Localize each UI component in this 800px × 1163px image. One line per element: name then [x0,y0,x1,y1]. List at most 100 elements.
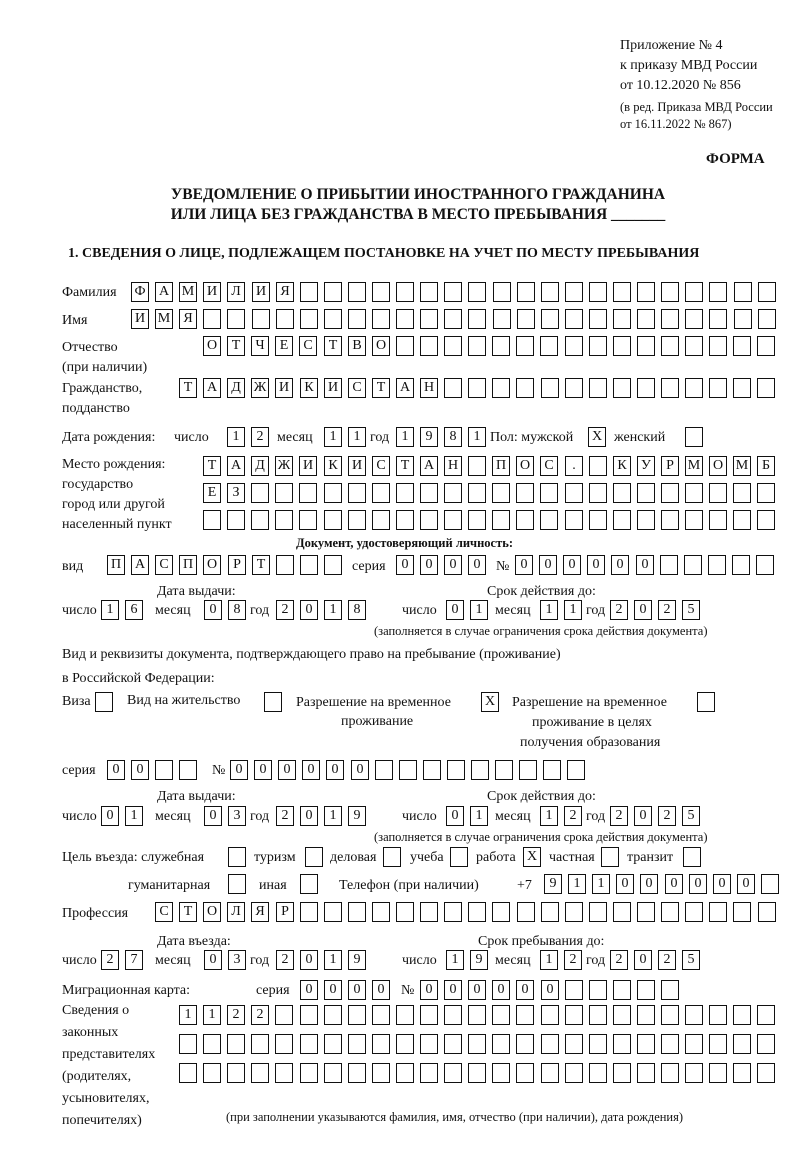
surname-cell[interactable]: Л [227,282,245,302]
profession-cell[interactable] [565,902,583,922]
birth-month-cell[interactable]: 1 [324,427,342,447]
id-issue-year-cell[interactable]: 2 [276,600,294,620]
right-valid-day-cell[interactable]: 1 [470,806,488,826]
id-number-cell[interactable]: 0 [611,555,629,575]
name-cell[interactable] [252,309,270,329]
citizenship-cell[interactable] [492,378,510,398]
id-series-cell[interactable]: 0 [444,555,462,575]
surname-cell[interactable] [348,282,366,302]
profession-cell[interactable]: О [203,902,221,922]
name-cell[interactable] [324,309,342,329]
surname-cell[interactable] [734,282,752,302]
reps-line2-cell[interactable] [709,1034,727,1054]
birthplace-line3-cell[interactable] [275,510,293,530]
reps-line2-cell[interactable] [203,1034,221,1054]
reps-line1-cell[interactable] [541,1005,559,1025]
name-cell[interactable] [517,309,535,329]
patronymic-cell[interactable] [613,336,631,356]
reps-line2-cell[interactable] [565,1034,583,1054]
id-number-cell[interactable] [708,555,726,575]
right-issue-year-cell[interactable]: 9 [348,806,366,826]
reps-line1-cell[interactable] [300,1005,318,1025]
profession-cell[interactable] [492,902,510,922]
name-cell[interactable] [420,309,438,329]
profession-cell[interactable] [589,902,607,922]
profession-cell[interactable] [661,902,679,922]
surname-cell[interactable] [468,282,486,302]
mig-number-cell[interactable] [613,980,631,1000]
reps-line3-cell[interactable] [348,1063,366,1083]
surname-cell[interactable] [420,282,438,302]
reps-line3-cell[interactable] [565,1063,583,1083]
reps-line2-cell[interactable] [589,1034,607,1054]
birthplace-line3-cell[interactable] [299,510,317,530]
birthplace-line3-cell[interactable] [685,510,703,530]
citizenship-cell[interactable]: Н [420,378,438,398]
citizenship-cell[interactable] [516,378,534,398]
id-kind-cell[interactable]: П [179,555,197,575]
reps-line1-cell[interactable] [709,1005,727,1025]
profession-cell[interactable] [613,902,631,922]
birthplace-line3-cell[interactable] [372,510,390,530]
mig-series-cell[interactable]: 0 [348,980,366,1000]
name-cell[interactable] [372,309,390,329]
entry-month-cell[interactable]: 0 [204,950,222,970]
surname-cell[interactable]: И [203,282,221,302]
patronymic-cell[interactable] [637,336,655,356]
surname-cell[interactable] [493,282,511,302]
name-cell[interactable] [734,309,752,329]
name-cell[interactable] [348,309,366,329]
name-cell[interactable]: М [155,309,173,329]
phone-cell[interactable]: 1 [568,874,586,894]
citizenship-cell[interactable]: К [300,378,318,398]
birthplace-line3-cell[interactable] [516,510,534,530]
surname-cell[interactable] [661,282,679,302]
birthplace-line1-cell[interactable]: О [709,456,727,476]
citizenship-cell[interactable] [637,378,655,398]
birthplace-line1-cell[interactable] [468,456,486,476]
profession-cell[interactable] [324,902,342,922]
reps-line2-cell[interactable] [733,1034,751,1054]
entry-year-cell[interactable]: 1 [324,950,342,970]
reps-line2-cell[interactable] [516,1034,534,1054]
purpose-tourism-checkbox[interactable] [305,847,323,867]
reps-line1-cell[interactable] [396,1005,414,1025]
birthplace-line3-cell[interactable] [613,510,631,530]
right-number-cell[interactable]: 0 [254,760,272,780]
reps-line1-cell[interactable] [733,1005,751,1025]
birth-day-cell[interactable]: 1 [227,427,245,447]
birth-day-cell[interactable]: 2 [251,427,269,447]
patronymic-cell[interactable] [516,336,534,356]
id-valid-year-cell[interactable]: 2 [610,600,628,620]
birthplace-line1-cell[interactable]: У [637,456,655,476]
birthplace-line3-cell[interactable] [540,510,558,530]
reps-line2-cell[interactable] [300,1034,318,1054]
patronymic-cell[interactable] [540,336,558,356]
profession-cell[interactable] [733,902,751,922]
surname-cell[interactable]: А [155,282,173,302]
mig-series-cell[interactable]: 0 [324,980,342,1000]
right-series-cell[interactable]: 0 [131,760,149,780]
profession-cell[interactable] [637,902,655,922]
right-series-cell[interactable] [179,760,197,780]
citizenship-cell[interactable]: Ж [251,378,269,398]
id-valid-year-cell[interactable]: 0 [634,600,652,620]
name-cell[interactable] [589,309,607,329]
reps-line3-cell[interactable] [468,1063,486,1083]
patronymic-cell[interactable] [444,336,462,356]
right-number-cell[interactable] [399,760,417,780]
birthplace-line2-cell[interactable] [492,483,510,503]
name-cell[interactable] [541,309,559,329]
birthplace-line1-cell[interactable]: П [492,456,510,476]
reps-line1-cell[interactable] [324,1005,342,1025]
surname-cell[interactable]: И [252,282,270,302]
mig-number-cell[interactable]: 0 [468,980,486,1000]
patronymic-cell[interactable] [468,336,486,356]
citizenship-cell[interactable]: А [203,378,221,398]
birthplace-line1-cell[interactable]: Д [251,456,269,476]
birthplace-line1-cell[interactable]: И [299,456,317,476]
reps-line3-cell[interactable] [733,1063,751,1083]
name-cell[interactable] [396,309,414,329]
id-valid-day-cell[interactable]: 0 [446,600,464,620]
id-kind-cell[interactable]: П [107,555,125,575]
